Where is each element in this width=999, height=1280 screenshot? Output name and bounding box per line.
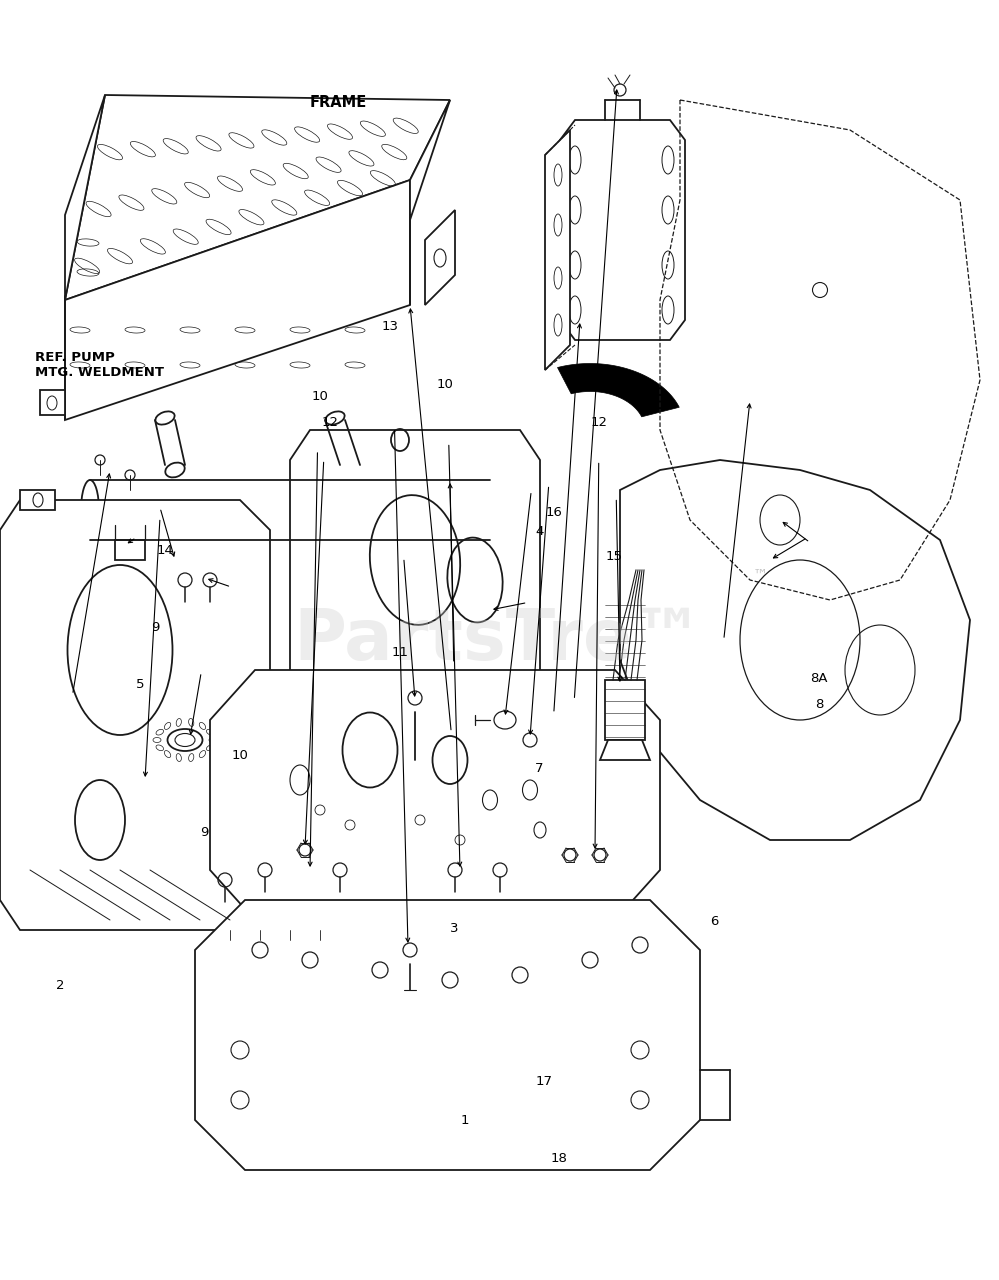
Polygon shape: [65, 95, 105, 420]
Polygon shape: [605, 680, 645, 740]
Text: 8: 8: [815, 698, 823, 710]
Text: 7: 7: [535, 762, 543, 774]
Text: 12: 12: [590, 416, 608, 429]
Text: 10: 10: [312, 390, 328, 403]
Polygon shape: [290, 430, 540, 710]
Text: 5: 5: [136, 678, 144, 691]
Text: 15: 15: [605, 550, 623, 563]
Text: 17: 17: [535, 1075, 553, 1088]
Polygon shape: [410, 100, 450, 305]
Polygon shape: [620, 460, 970, 840]
Text: 18: 18: [551, 1152, 567, 1165]
Polygon shape: [545, 131, 570, 370]
Polygon shape: [425, 210, 455, 305]
Polygon shape: [65, 180, 410, 420]
Text: 4: 4: [535, 525, 543, 538]
Text: REF. PUMP
MTG. WELDMENT: REF. PUMP MTG. WELDMENT: [35, 351, 164, 379]
Text: 14: 14: [157, 544, 173, 557]
Polygon shape: [40, 390, 65, 415]
Text: 11: 11: [391, 646, 409, 659]
Text: 8A: 8A: [810, 672, 828, 685]
Polygon shape: [65, 95, 450, 300]
Polygon shape: [0, 500, 270, 931]
Polygon shape: [115, 540, 145, 561]
Polygon shape: [557, 364, 679, 417]
Text: PartsTre™: PartsTre™: [294, 605, 704, 675]
Text: 9: 9: [201, 826, 209, 838]
Text: 6: 6: [710, 915, 718, 928]
Polygon shape: [20, 490, 55, 509]
Text: 16: 16: [546, 506, 562, 518]
Polygon shape: [210, 669, 660, 920]
Text: 1: 1: [461, 1114, 469, 1126]
Polygon shape: [195, 900, 700, 1170]
Text: 13: 13: [381, 320, 399, 333]
Polygon shape: [560, 120, 685, 340]
Text: 3: 3: [451, 922, 459, 934]
Text: 12: 12: [321, 416, 339, 429]
Text: 10: 10: [437, 378, 453, 390]
Text: 9: 9: [151, 621, 159, 634]
Polygon shape: [600, 740, 650, 760]
Text: ™: ™: [752, 567, 767, 582]
Text: 2: 2: [56, 979, 64, 992]
Text: 10: 10: [232, 749, 248, 762]
Text: FRAME: FRAME: [310, 95, 367, 110]
